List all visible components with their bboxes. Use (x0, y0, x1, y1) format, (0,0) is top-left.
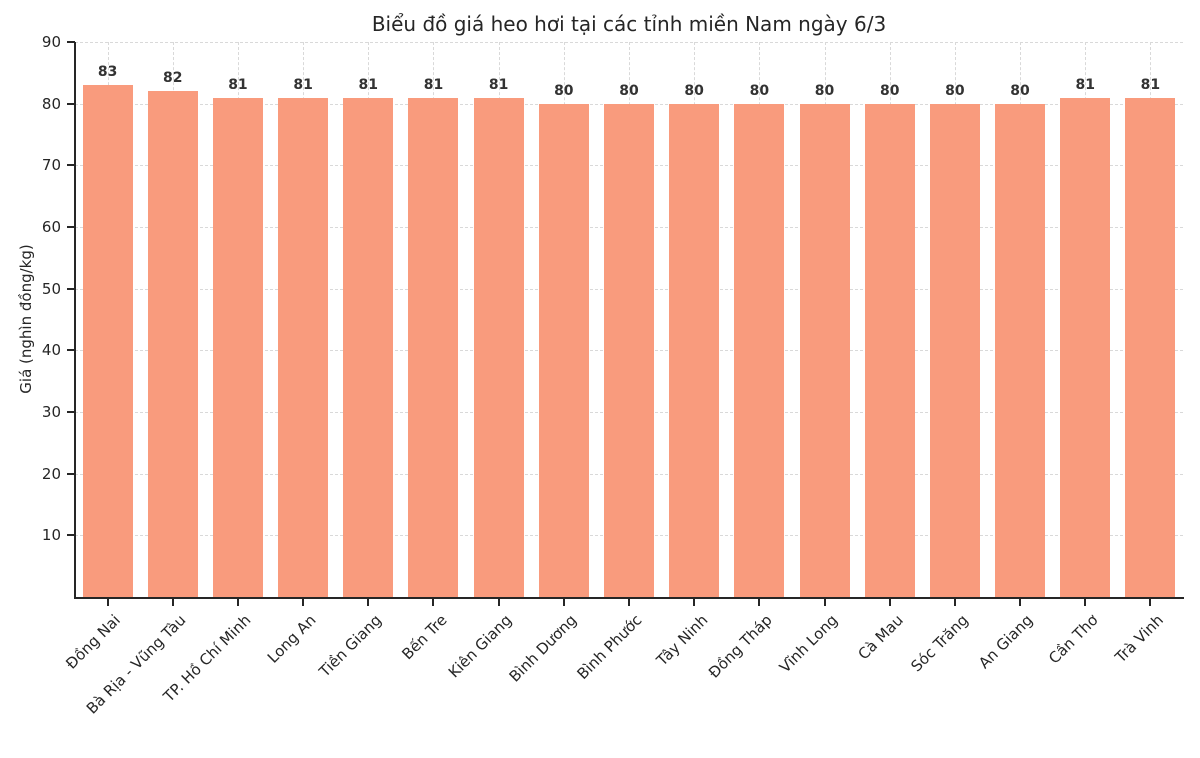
x-tick-label: Đồng Tháp (705, 611, 777, 682)
x-tick-mark (302, 599, 305, 606)
x-tick-mark (236, 599, 239, 606)
x-tick-label: Cần Thơ (1045, 611, 1102, 668)
bar-value-label: 80 (945, 82, 965, 99)
bar (669, 103, 720, 597)
x-tick-label: Vĩnh Long (775, 611, 842, 677)
y-tick-label: 20 (41, 464, 61, 483)
x-tick-label: Bình Phước (573, 611, 646, 683)
y-tick-label: 10 (41, 526, 61, 545)
bar-value-label: 80 (684, 82, 704, 99)
bar-value-label: 80 (814, 82, 835, 99)
y-tick-mark (67, 534, 75, 537)
x-tick-mark (106, 599, 109, 606)
y-tick-mark (67, 226, 75, 228)
x-tick-mark (888, 599, 891, 606)
x-tick-mark (497, 599, 500, 606)
bar (408, 97, 459, 597)
x-tick-label: Bến Tre (397, 611, 451, 664)
bar (278, 97, 329, 597)
bar (212, 97, 263, 597)
x-tick-mark (1149, 599, 1152, 606)
x-tick-mark (693, 599, 696, 606)
bar (929, 103, 980, 597)
x-tick-mark (432, 599, 435, 606)
bar-value-label: 81 (293, 76, 313, 93)
bar (82, 85, 133, 597)
y-tick-mark (67, 164, 75, 167)
y-tick-label: 50 (41, 279, 61, 298)
plot-area: 83 82 81 81 81 81 81 80 80 80 80 80 80 80 80 81 81 (75, 42, 1183, 597)
x-tick-label: Đồng Nai (62, 611, 125, 673)
bar (1125, 97, 1176, 597)
y-tick-label: 90 (41, 33, 61, 51)
bar (1060, 97, 1111, 597)
y-axis-spine (74, 42, 76, 598)
bar (734, 103, 785, 597)
x-tick-label: Kiên Giang (444, 611, 516, 682)
x-tick-label: Tây Ninh (652, 611, 711, 670)
x-tick-mark (1084, 599, 1087, 606)
y-tick-mark (67, 102, 75, 105)
x-tick-mark (562, 599, 565, 606)
x-tick-label: Long An (264, 611, 320, 667)
y-tick-label: 70 (41, 156, 61, 175)
bar (147, 91, 198, 597)
x-tick-label: Trà Vinh (1111, 611, 1168, 667)
bar (995, 103, 1046, 597)
bar-value-label: 80 (749, 82, 770, 99)
y-tick-label: 60 (41, 218, 61, 236)
x-tick-mark (171, 599, 174, 606)
bar (473, 97, 524, 597)
x-tick-mark (628, 599, 630, 606)
bar (864, 103, 915, 597)
bar (799, 103, 850, 597)
x-axis-spine (74, 597, 1184, 599)
y-tick-mark (67, 41, 75, 43)
x-tick-label: An Giang (975, 611, 1037, 673)
bar-value-label: 82 (163, 70, 183, 87)
bar (343, 97, 394, 597)
y-tick-label: 40 (41, 341, 61, 360)
x-tick-label: Tiền Giang (315, 611, 386, 681)
bar-value-label: 80 (554, 82, 574, 99)
chart-title: Biểu đồ giá heo hơi tại các tỉnh miền Na… (371, 12, 887, 36)
bar-value-label: 80 (879, 82, 900, 99)
y-axis-label: Giá (nghìn đồng/kg) (17, 244, 35, 394)
bar-value-label: 83 (97, 64, 118, 81)
y-tick-mark (67, 411, 75, 413)
bar-value-label: 81 (1140, 76, 1161, 93)
y-tick-mark (67, 349, 75, 352)
bar-value-label: 81 (358, 76, 379, 93)
y-tick-mark (67, 472, 75, 475)
bar-value-label: 80 (1010, 82, 1030, 99)
bar-value-label: 81 (1075, 76, 1095, 93)
x-tick-mark (953, 599, 956, 606)
bar-value-label: 81 (488, 76, 509, 93)
x-tick-mark (823, 599, 826, 606)
x-tick-label: Sóc Trăng (907, 611, 972, 676)
bar-value-label: 81 (423, 76, 444, 93)
x-tick-mark (367, 599, 370, 606)
y-tick-label: 30 (41, 403, 61, 421)
bar-value-label: 81 (228, 76, 248, 93)
x-tick-label: Cà Mau (854, 611, 907, 664)
bar (604, 103, 654, 597)
y-tick-label: 80 (41, 94, 61, 113)
bar (538, 103, 589, 597)
x-tick-mark (758, 599, 761, 606)
bar-value-label: 80 (619, 82, 639, 99)
y-tick-mark (67, 287, 75, 290)
x-tick-label: Bình Dương (505, 611, 581, 686)
x-tick-mark (1019, 599, 1022, 606)
